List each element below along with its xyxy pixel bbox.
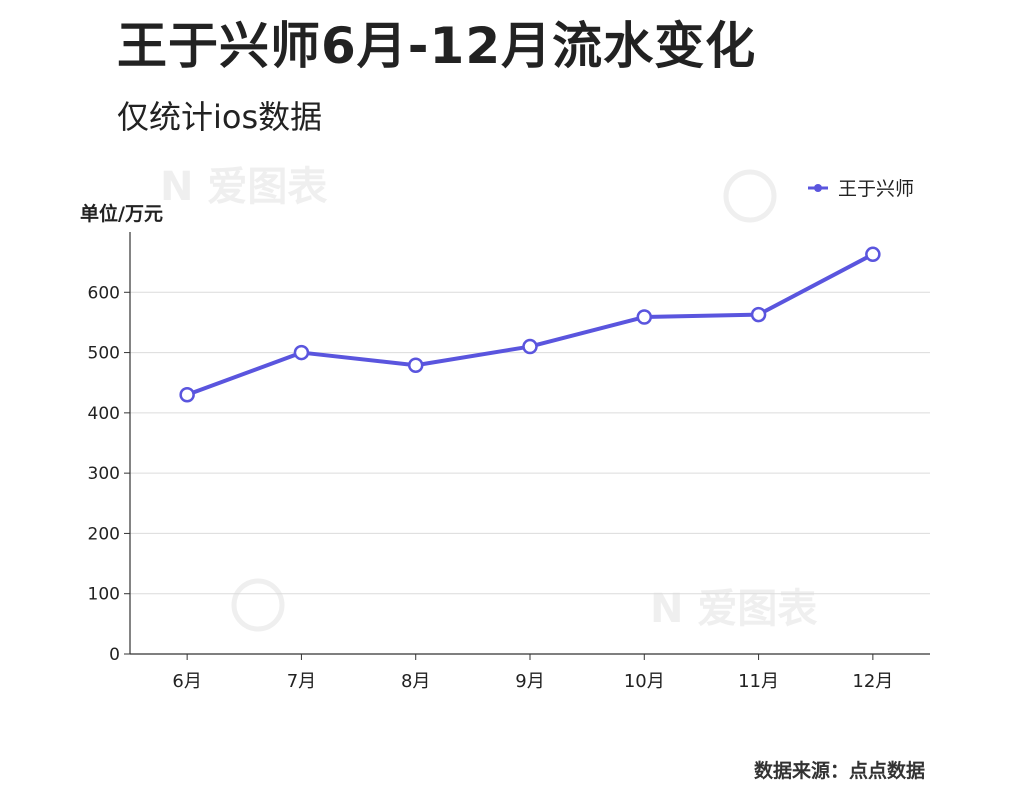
y-tick-label: 500: [88, 344, 120, 364]
legend-marker-dot: [814, 184, 822, 192]
gridlines: [130, 291, 930, 595]
y-tick-label: 400: [88, 404, 120, 424]
y-tick-label: 0: [109, 645, 120, 665]
x-tick-label: 11月: [738, 671, 779, 692]
legend-label: 王于兴师: [838, 178, 914, 200]
x-tick-label: 7月: [287, 671, 316, 692]
x-tick-label: 12月: [852, 671, 893, 692]
watermark-copyright-icon: [723, 169, 777, 223]
x-tick-label: 10月: [624, 671, 665, 692]
y-tick-label: 600: [88, 283, 120, 303]
x-tick-labels: 6月 7月 8月 9月 10月 11月 12月: [172, 654, 893, 692]
x-tick-label: 8月: [401, 671, 430, 692]
legend[interactable]: 王于兴师: [808, 178, 914, 200]
chart-subtitle: 仅统计ios数据: [117, 98, 323, 136]
data-source: 数据来源：点点数据: [753, 760, 925, 782]
data-point[interactable]: [865, 246, 881, 263]
data-point[interactable]: [636, 309, 653, 325]
x-tick-label: 6月: [172, 671, 201, 692]
watermark: N 爱图表: [160, 164, 327, 210]
y-axis-label: 单位/万元: [80, 202, 163, 225]
watermark-copyright-icon: [231, 578, 285, 632]
chart-title: 王于兴师6月-12月流水变化: [117, 17, 757, 75]
data-point[interactable]: [750, 306, 767, 323]
y-tick-label: 100: [88, 585, 120, 605]
watermarks: N 爱图表 N 爱图表: [160, 164, 817, 632]
y-tick-label: 200: [88, 524, 120, 544]
x-tick-label: 9月: [515, 671, 544, 692]
data-point[interactable]: [522, 338, 538, 355]
y-tick-labels: 0 100 200 300 400 500 600: [88, 283, 130, 665]
series: [179, 246, 881, 403]
series-line: [186, 252, 874, 397]
data-point[interactable]: [407, 357, 424, 373]
data-point[interactable]: [179, 387, 195, 403]
watermark: N 爱图表: [650, 586, 817, 632]
y-tick-label: 300: [88, 464, 120, 484]
data-point[interactable]: [293, 344, 310, 361]
